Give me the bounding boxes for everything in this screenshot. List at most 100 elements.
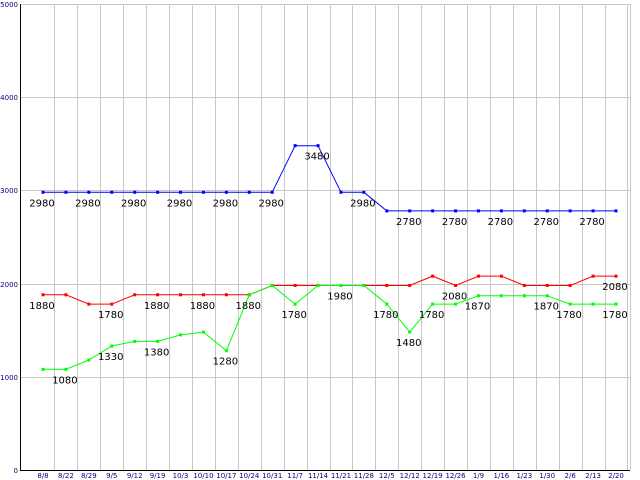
data-labels: 2980 2980 2980 2980 2980 2980 3480 2980 2780 2780…: [29, 0, 640, 386]
x-tick-label: 9/19: [150, 472, 166, 480]
x-tick-label: 2/13: [585, 472, 601, 480]
series-point: [499, 294, 503, 298]
data-label: 2980: [121, 198, 146, 209]
data-label: 3480: [304, 152, 329, 163]
data-label: 2080: [602, 282, 627, 293]
series-point: [454, 283, 458, 287]
y-tick-labels: 0 1000 2000 3000 4000 5000: [0, 1, 18, 475]
series-point: [499, 274, 503, 278]
series-point: [41, 190, 45, 194]
series-point: [545, 294, 549, 298]
series-point: [431, 302, 435, 306]
series-point: [201, 190, 205, 194]
x-tick-label: 12/19: [423, 472, 443, 480]
series-point: [133, 293, 137, 297]
series-point: [224, 293, 228, 297]
series-point: [179, 190, 183, 194]
series-point: [522, 294, 526, 298]
series-point: [270, 283, 274, 287]
series-point: [110, 190, 114, 194]
data-label: 1480: [396, 338, 421, 349]
series-point: [591, 302, 595, 306]
series-point: [339, 190, 343, 194]
series-point: [156, 190, 160, 194]
series-point: [247, 293, 251, 297]
series-point: [64, 190, 68, 194]
series-point: [522, 283, 526, 287]
data-label: 2780: [396, 217, 421, 228]
series-group: [41, 144, 618, 371]
data-label: 1780: [281, 310, 306, 321]
series-point: [179, 333, 183, 337]
series-point: [522, 209, 526, 213]
data-label: 1880: [190, 301, 215, 312]
x-tick-label: 1/23: [516, 472, 532, 480]
series-point: [454, 209, 458, 213]
series-point: [64, 293, 68, 297]
series-point: [41, 293, 45, 297]
series-point: [224, 349, 228, 353]
data-label: 1780: [419, 310, 444, 321]
y-tick-label: 2000: [0, 281, 18, 289]
series-point: [64, 367, 68, 371]
grid: [20, 4, 630, 471]
series-point: [87, 302, 91, 306]
x-tick-label: 11/28: [354, 472, 374, 480]
data-label: 2980: [167, 198, 192, 209]
series-point: [156, 293, 160, 297]
x-tick-label: 10/17: [216, 472, 236, 480]
y-tick-label: 4000: [0, 94, 18, 102]
data-label: 1870: [534, 302, 559, 313]
data-label: 2780: [488, 217, 513, 228]
y-tick-label: 5000: [0, 1, 18, 9]
x-tick-labels: 8/8 8/22 8/29 9/5 9/12 9/19 10/3 10/10 10/17 10/2…: [37, 472, 624, 480]
data-label: 2980: [350, 198, 375, 209]
series-point: [568, 302, 572, 306]
x-tick-label: 8/8: [37, 472, 48, 480]
data-label: 2780: [534, 217, 559, 228]
series-line: [43, 145, 616, 212]
series-point: [614, 274, 618, 278]
series-point: [568, 283, 572, 287]
series-point: [224, 190, 228, 194]
series-point: [110, 302, 114, 306]
series-line: [43, 284, 616, 370]
series-point: [568, 209, 572, 213]
series-point: [293, 302, 297, 306]
series-point: [339, 283, 343, 287]
series-point: [179, 293, 183, 297]
series-point: [385, 283, 389, 287]
data-label: 1880: [29, 301, 54, 312]
data-label: 2780: [625, 0, 640, 3]
series-point: [385, 209, 389, 213]
x-tick-label: 10/3: [173, 472, 189, 480]
series-point: [431, 274, 435, 278]
y-tick-label: 0: [14, 467, 18, 475]
series-point: [87, 358, 91, 362]
x-tick-label: 8/22: [58, 472, 74, 480]
series-point: [316, 283, 320, 287]
series-point: [476, 209, 480, 213]
series-point: [247, 190, 251, 194]
data-label: 2780: [442, 217, 467, 228]
data-label: 1080: [52, 375, 77, 386]
series-point: [41, 367, 45, 371]
series-point: [614, 209, 618, 213]
x-tick-label: 11/21: [331, 472, 351, 480]
data-label: 2780: [579, 217, 604, 228]
series-point: [201, 330, 205, 334]
series-point: [362, 283, 366, 287]
data-label: 1780: [98, 310, 123, 321]
series-point: [270, 190, 274, 194]
x-tick-label: 2/6: [565, 472, 577, 480]
x-tick-label: 10/10: [193, 472, 213, 480]
axes: [20, 4, 631, 471]
series-point: [499, 209, 503, 213]
x-tick-label: 12/12: [400, 472, 420, 480]
series-point: [614, 302, 618, 306]
x-tick-label: 8/29: [81, 472, 97, 480]
data-label: 1780: [556, 310, 581, 321]
data-label: 1780: [602, 310, 627, 321]
series-point: [408, 283, 412, 287]
